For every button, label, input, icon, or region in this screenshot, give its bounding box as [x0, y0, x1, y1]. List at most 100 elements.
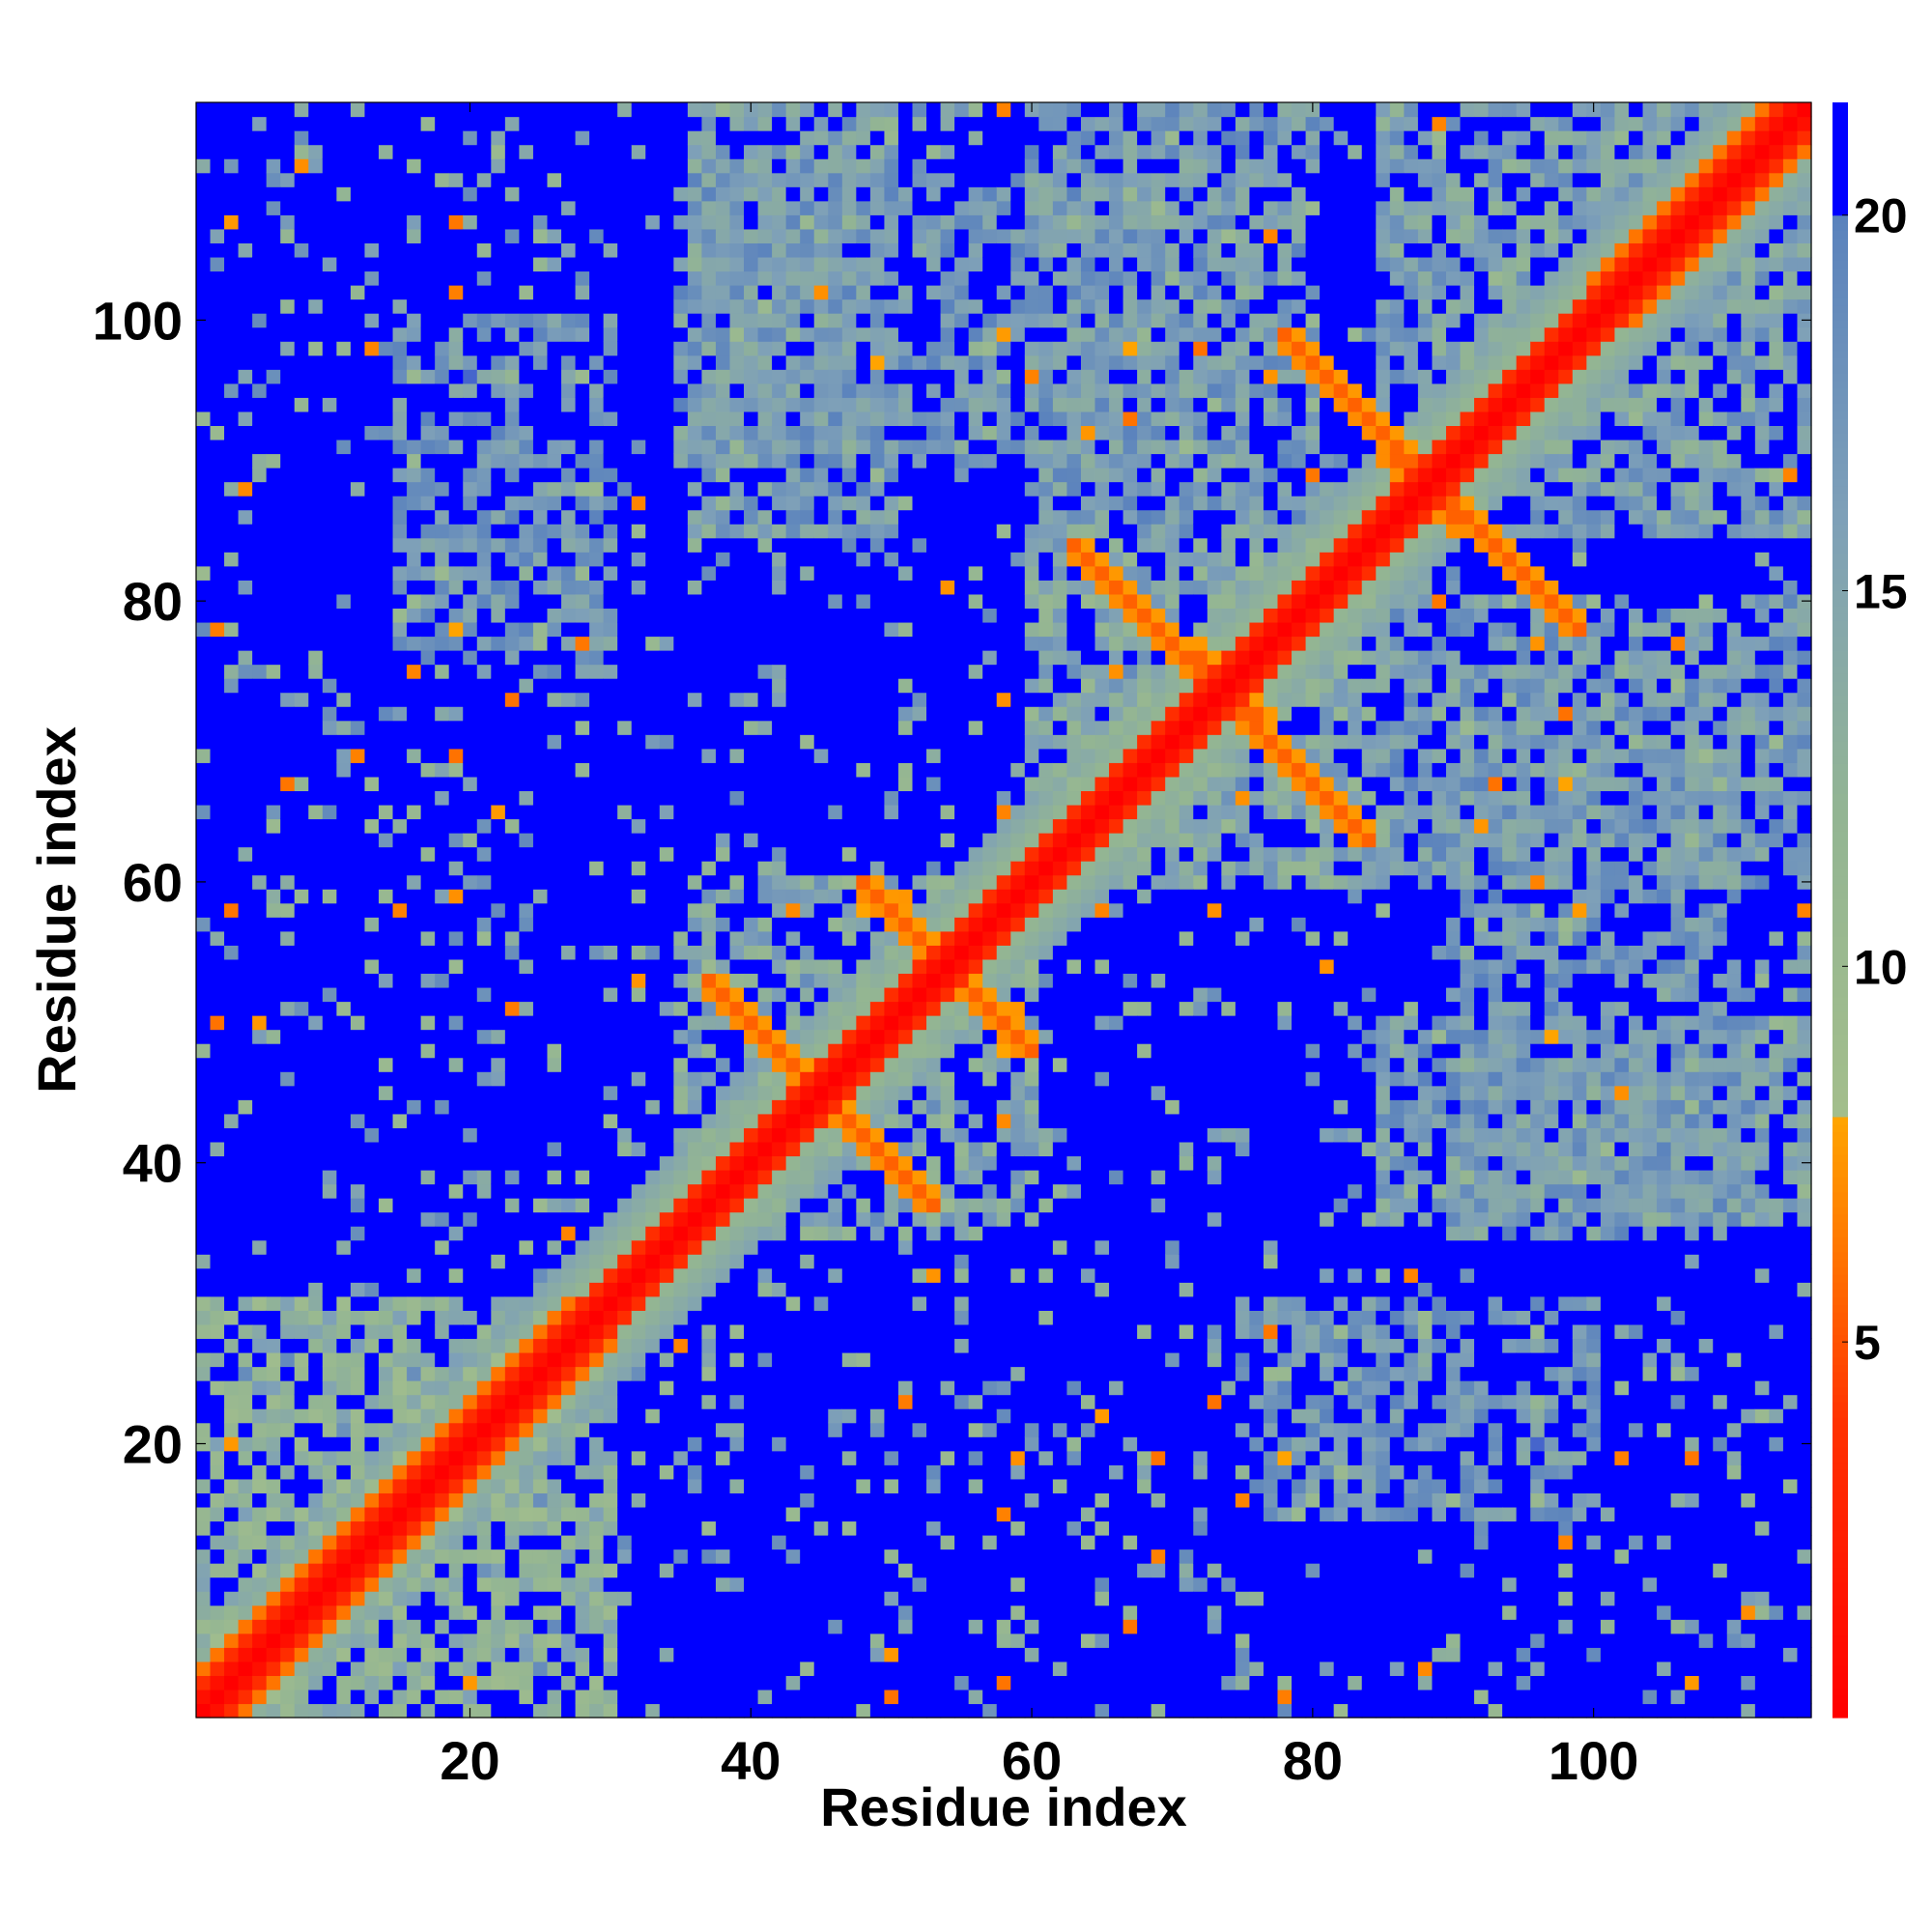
heatmap-cell: [772, 734, 787, 750]
heatmap-cell: [463, 776, 478, 792]
heatmap-cell: [407, 945, 422, 960]
heatmap-cell: [561, 565, 577, 581]
heatmap-cell: [673, 846, 689, 862]
heatmap-cell: [379, 383, 394, 398]
heatmap-cell: [196, 678, 212, 694]
heatmap-cell: [504, 593, 520, 610]
heatmap-cell: [252, 214, 268, 230]
heatmap-cell: [589, 102, 605, 118]
heatmap-cell: [364, 1675, 380, 1690]
heatmap-cell: [392, 1534, 408, 1550]
heatmap-cell: [350, 200, 366, 215]
heatmap-cell: [603, 930, 618, 946]
heatmap-cell: [322, 1647, 337, 1662]
heatmap-cell: [673, 1085, 689, 1100]
heatmap-cell: [659, 1183, 674, 1199]
heatmap-cell: [476, 565, 492, 581]
heatmap-cell: [701, 1422, 717, 1437]
heatmap-cell: [547, 1183, 562, 1199]
heatmap-cell: [196, 917, 212, 932]
heatmap-cell: [308, 580, 324, 595]
heatmap-cell: [238, 861, 253, 876]
heatmap-cell: [589, 818, 605, 834]
heatmap-cell: [379, 720, 394, 735]
heatmap-cell: [407, 833, 422, 848]
heatmap-cell: [729, 1155, 745, 1171]
heatmap-cell: [491, 664, 506, 679]
heatmap-cell: [435, 580, 450, 595]
heatmap-cell: [280, 636, 296, 651]
heatmap-cell: [673, 621, 689, 638]
heatmap-cell: [308, 1633, 324, 1648]
heatmap-cell: [252, 1478, 268, 1493]
heatmap-cell: [504, 172, 520, 187]
heatmap-cell: [364, 1647, 380, 1662]
heatmap-cell: [294, 552, 309, 567]
heatmap-cell: [645, 917, 661, 932]
heatmap-cell: [547, 1282, 562, 1297]
heatmap-cell: [603, 1591, 618, 1606]
heatmap-cell: [547, 664, 562, 679]
heatmap-cell: [589, 706, 605, 722]
heatmap-cell: [266, 1394, 281, 1409]
heatmap-cell: [420, 186, 436, 202]
heatmap-cell: [322, 1254, 337, 1269]
heatmap-cell: [224, 327, 240, 342]
heatmap-cell: [603, 1408, 618, 1424]
heatmap-cell: [476, 341, 492, 356]
heatmap-cell: [504, 973, 520, 988]
heatmap-cell: [210, 1591, 225, 1606]
heatmap-cell: [350, 1169, 366, 1185]
heatmap-cell: [645, 650, 661, 666]
heatmap-cell: [266, 1703, 281, 1719]
heatmap-cell: [407, 481, 422, 497]
heatmap-cell: [491, 1282, 506, 1297]
heatmap-cell: [729, 383, 745, 398]
heatmap-cell: [547, 397, 562, 412]
heatmap-cell: [266, 1282, 281, 1297]
heatmap-cell: [547, 930, 562, 946]
heatmap-cell: [687, 1183, 703, 1199]
heatmap-cell: [448, 369, 464, 384]
heatmap-cell: [448, 1366, 464, 1381]
heatmap-cell: [322, 1605, 337, 1620]
heatmap-cell: [715, 945, 731, 960]
heatmap-cell: [715, 1141, 731, 1157]
heatmap-cell: [364, 917, 380, 932]
heatmap-cell: [659, 200, 674, 215]
heatmap-cell: [210, 1661, 225, 1676]
heatmap-cell: [294, 1310, 309, 1325]
heatmap-cell: [407, 1141, 422, 1157]
heatmap-cell: [659, 1226, 674, 1241]
heatmap-cell: [448, 1099, 464, 1115]
heatmap-cell: [308, 552, 324, 567]
heatmap-cell: [532, 580, 549, 595]
heatmap-cell: [238, 186, 253, 202]
heatmap-cell: [322, 1015, 337, 1031]
heatmap-cell: [631, 327, 646, 342]
heatmap-cell: [673, 1282, 689, 1297]
heatmap-cell: [659, 762, 674, 778]
heatmap-cell: [561, 116, 577, 131]
heatmap-cell: [603, 762, 618, 778]
heatmap-cell: [392, 439, 408, 455]
heatmap-cell: [435, 1001, 450, 1016]
heatmap-cell: [252, 973, 268, 988]
heatmap-cell: [407, 818, 422, 834]
heatmap-cell: [729, 1267, 745, 1283]
heatmap-cell: [336, 945, 352, 960]
heatmap-cell: [519, 1029, 534, 1044]
heatmap-cell: [266, 958, 281, 975]
heatmap-cell: [491, 1394, 506, 1409]
heatmap-cell: [336, 453, 352, 469]
heatmap-cell: [364, 341, 380, 356]
heatmap-cell: [757, 1563, 773, 1578]
heatmap-cell: [463, 720, 478, 735]
heatmap-cell: [589, 973, 605, 988]
heatmap-cell: [435, 1675, 450, 1690]
heatmap-cell: [603, 1323, 618, 1340]
heatmap-cell: [603, 327, 618, 342]
heatmap-cell: [420, 439, 436, 455]
heatmap-cell: [308, 1057, 324, 1072]
heatmap-cell: [532, 327, 549, 342]
